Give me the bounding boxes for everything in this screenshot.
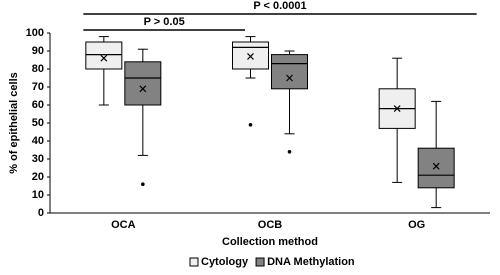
box	[85, 41, 123, 70]
y-tick-label: 40	[32, 135, 44, 147]
legend-label: DNA Methylation	[267, 256, 355, 268]
box	[271, 54, 308, 90]
legend-swatch	[255, 257, 265, 267]
mean-marker	[247, 52, 254, 60]
y-tick-label: 30	[32, 153, 44, 165]
legend-swatch	[189, 257, 199, 267]
y-tick-label: 50	[32, 117, 44, 129]
mean-marker	[286, 74, 293, 82]
mean-marker	[432, 162, 440, 170]
box	[124, 61, 162, 106]
x-tick-label: OG	[408, 219, 425, 231]
y-tick-label: 90	[32, 45, 44, 57]
y-tick-label: 0	[38, 207, 44, 219]
box	[232, 41, 269, 70]
y-tick-label: 20	[32, 171, 44, 183]
y-tick-label: 80	[32, 63, 44, 75]
mean-marker	[100, 54, 108, 62]
significance-label: P > 0.05	[144, 16, 185, 28]
box	[417, 147, 455, 189]
x-tick-label: OCA	[111, 219, 136, 231]
outlier	[141, 182, 145, 186]
y-tick-label: 100	[26, 27, 44, 39]
y-axis-label: % of epithelial cells	[8, 72, 20, 173]
outlier	[287, 150, 292, 154]
outlier	[248, 123, 253, 127]
legend-label: Cytology	[201, 256, 249, 268]
mean-marker	[393, 105, 401, 113]
x-tick-label: OCB	[258, 219, 283, 231]
y-tick-label: 60	[32, 99, 44, 111]
significance-label: P < 0.0001	[253, 0, 306, 12]
x-axis-label: Collection method	[222, 236, 318, 248]
y-tick-label: 70	[32, 81, 44, 93]
y-tick-label: 10	[32, 189, 44, 201]
mean-marker	[139, 85, 147, 93]
